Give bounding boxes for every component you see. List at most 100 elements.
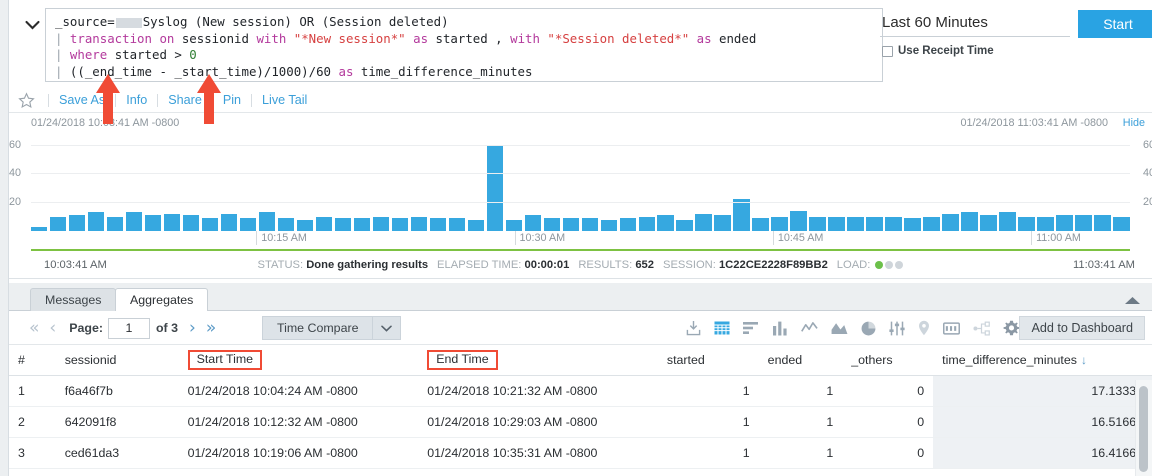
histogram-bar[interactable] xyxy=(334,218,352,231)
page-input[interactable] xyxy=(107,317,150,339)
histogram-bar[interactable] xyxy=(980,215,997,231)
histogram-bar[interactable] xyxy=(31,226,48,231)
column-header-start[interactable]: Start Time xyxy=(178,345,419,376)
histogram-bar[interactable] xyxy=(562,218,580,231)
histogram-bar[interactable] xyxy=(410,216,428,231)
histogram-bar[interactable] xyxy=(600,219,618,231)
histogram-bar[interactable] xyxy=(847,216,864,231)
histogram-bar[interactable] xyxy=(201,218,219,231)
sort-descending-icon[interactable]: ↓ xyxy=(1080,352,1087,367)
histogram-bar[interactable] xyxy=(999,212,1016,231)
histogram-bar[interactable] xyxy=(1018,216,1035,231)
histogram-bar[interactable] xyxy=(942,213,959,231)
histogram-bar[interactable] xyxy=(486,144,504,231)
histogram-bar[interactable] xyxy=(866,216,883,231)
area-chart-icon[interactable] xyxy=(831,321,848,335)
tab-messages[interactable]: Messages xyxy=(30,288,117,311)
histogram-bar[interactable] xyxy=(1113,216,1130,231)
horizontal-bar-chart-icon[interactable] xyxy=(743,321,759,335)
histogram-bar[interactable] xyxy=(239,218,257,231)
histogram-bar[interactable] xyxy=(619,218,636,231)
time-compare-button[interactable]: Time Compare xyxy=(262,316,374,340)
histogram-bar[interactable] xyxy=(828,216,845,231)
histogram-bar[interactable] xyxy=(733,199,750,231)
column-header-num[interactable]: # xyxy=(9,345,56,376)
histogram-bar[interactable] xyxy=(885,216,902,231)
histogram-bar[interactable] xyxy=(752,218,769,231)
star-outline-icon[interactable] xyxy=(18,91,38,109)
live-tail-link[interactable]: Live Tail xyxy=(262,93,308,107)
scrollbar-thumb[interactable] xyxy=(1139,386,1148,472)
save-as-link[interactable]: Save As xyxy=(59,93,106,107)
info-link[interactable]: Info xyxy=(126,93,148,107)
last-page-icon[interactable]: » xyxy=(205,317,217,338)
histogram-bar[interactable] xyxy=(695,213,712,231)
histogram-bar[interactable] xyxy=(581,218,599,231)
histogram-bar[interactable] xyxy=(144,215,162,231)
histogram-bar[interactable] xyxy=(771,216,788,231)
column-header-others[interactable]: _others xyxy=(842,345,934,376)
histogram-bar[interactable] xyxy=(182,215,200,231)
histogram-bar[interactable] xyxy=(543,218,561,231)
histogram-bar[interactable] xyxy=(163,213,181,231)
histogram-bar[interactable] xyxy=(904,218,921,231)
prev-page-icon[interactable]: ‹ xyxy=(49,317,57,338)
gear-icon[interactable] xyxy=(1003,320,1020,337)
histogram-bar[interactable] xyxy=(676,219,693,231)
histogram-bar[interactable] xyxy=(315,216,333,231)
share-link[interactable]: Share xyxy=(168,93,202,107)
pie-chart-icon[interactable] xyxy=(861,321,876,336)
histogram-bar[interactable] xyxy=(258,212,276,231)
histogram-bar[interactable] xyxy=(524,215,542,231)
histogram-bar[interactable] xyxy=(657,215,674,231)
histogram-bar[interactable] xyxy=(277,218,295,231)
histogram-bar[interactable] xyxy=(49,216,67,231)
map-pin-icon[interactable] xyxy=(918,320,930,336)
histogram-bar[interactable] xyxy=(353,218,371,231)
pin-link[interactable]: Pin xyxy=(222,93,242,107)
histogram-bar[interactable] xyxy=(220,213,238,231)
histogram-bar[interactable] xyxy=(429,218,447,231)
histogram-bar[interactable] xyxy=(448,218,466,231)
hide-histogram-link[interactable]: Hide xyxy=(1122,117,1145,129)
chevron-down-icon[interactable] xyxy=(19,14,45,36)
line-chart-icon[interactable] xyxy=(801,321,818,335)
chevron-up-icon[interactable] xyxy=(1124,292,1141,310)
tab-aggregates[interactable]: Aggregates xyxy=(115,288,209,311)
export-icon[interactable] xyxy=(686,320,701,336)
histogram-bar[interactable] xyxy=(809,216,826,231)
histogram-plot[interactable]: 20 20 40 40 60 60 xyxy=(9,136,1152,231)
column-chart-icon[interactable] xyxy=(772,321,788,336)
table-row[interactable]: 3 ced61da3 01/24/2018 10:19:06 AM -0800 01/… xyxy=(9,437,1152,469)
histogram-bar[interactable] xyxy=(467,219,485,231)
column-header-sid[interactable]: sessionid xyxy=(55,345,179,376)
start-button[interactable]: Start xyxy=(1078,10,1152,38)
histogram-bar[interactable] xyxy=(1094,215,1111,231)
query-input[interactable]: _source= Syslog (New session) OR (Session… xyxy=(45,8,883,82)
sliders-icon[interactable] xyxy=(889,321,905,336)
histogram-bar[interactable] xyxy=(961,212,978,231)
histogram-bar[interactable] xyxy=(372,216,390,231)
node-graph-icon[interactable] xyxy=(973,321,990,336)
column-header-end[interactable]: End Time xyxy=(418,345,658,376)
histogram-bar[interactable] xyxy=(125,212,143,231)
histogram-bar[interactable] xyxy=(790,210,807,231)
table-icon[interactable] xyxy=(714,321,730,335)
single-value-icon[interactable] xyxy=(943,321,960,335)
histogram-bar[interactable] xyxy=(1056,215,1073,231)
histogram-bar[interactable] xyxy=(1075,215,1092,231)
histogram-bar[interactable] xyxy=(87,212,105,231)
histogram-bar[interactable] xyxy=(505,219,523,231)
histogram-bar[interactable] xyxy=(923,216,940,231)
use-receipt-time-checkbox[interactable]: Use Receipt Time xyxy=(882,45,994,57)
add-to-dashboard-button[interactable]: Add to Dashboard xyxy=(1019,316,1145,340)
first-page-icon[interactable]: « xyxy=(29,317,40,338)
column-header-ended[interactable]: ended xyxy=(758,345,843,376)
histogram-bar[interactable] xyxy=(391,218,409,231)
histogram-bar[interactable] xyxy=(296,219,314,231)
table-row[interactable]: 2 642091f8 01/24/2018 10:12:32 AM -0800 01/… xyxy=(9,406,1152,438)
histogram-bar[interactable] xyxy=(638,216,655,231)
column-header-tdm[interactable]: time_difference_minutes ↓ xyxy=(933,345,1152,376)
time-compare-chevron-down-icon[interactable] xyxy=(373,316,402,340)
next-page-icon[interactable]: › xyxy=(189,317,196,338)
